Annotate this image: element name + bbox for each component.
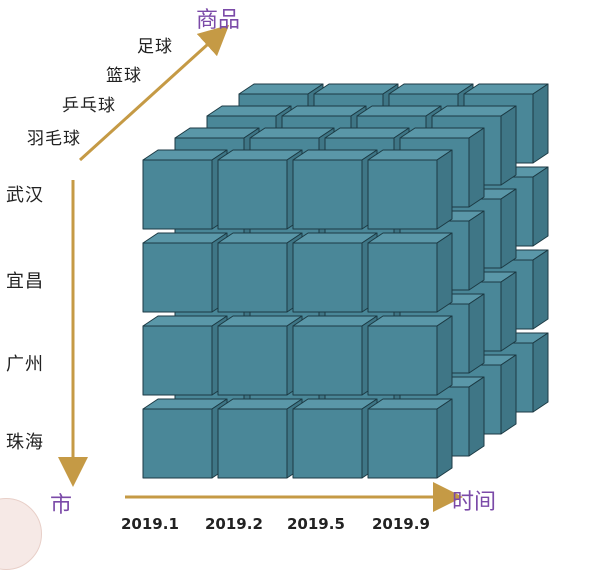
product-label-football: 足球 <box>137 37 173 57</box>
data-cube-diagram <box>58 24 549 512</box>
cube-cell <box>217 149 303 230</box>
cube-side-face <box>468 293 485 374</box>
cube-cell <box>217 398 303 479</box>
cube-side-face <box>500 354 517 435</box>
cube-cell <box>292 149 378 230</box>
cube-front-face <box>292 325 363 396</box>
city-label-zhuhai: 珠海 <box>6 432 44 453</box>
cube-side-face <box>436 398 453 479</box>
cube-front-face <box>142 325 213 396</box>
cube-front-face <box>292 242 363 313</box>
time-axis-title: 时间 <box>452 490 497 515</box>
cube-side-face <box>500 188 517 269</box>
cube-grid <box>142 83 549 479</box>
product-axis-arrow <box>78 24 230 162</box>
cube-front-face <box>217 159 288 230</box>
cube-cell <box>367 149 453 230</box>
cube-front-face <box>367 242 438 313</box>
cube-cell <box>367 232 453 313</box>
cube-front-face <box>367 159 438 230</box>
cube-front-face <box>367 325 438 396</box>
cube-side-face <box>468 210 485 291</box>
cube-cell <box>367 315 453 396</box>
cube-cell <box>292 315 378 396</box>
cube-side-face <box>436 149 453 230</box>
city-label-guangzhou: 广州 <box>6 354 44 375</box>
time-label-2019-9: 2019.9 <box>372 515 430 533</box>
cube-front-face <box>142 242 213 313</box>
cube-side-face <box>532 166 549 247</box>
city-axis-title: 市 <box>50 493 73 518</box>
product-axis-title: 商品 <box>196 8 241 33</box>
time-label-2019-1: 2019.1 <box>121 515 179 533</box>
product-label-basketball: 篮球 <box>106 66 142 86</box>
cube-cell <box>217 315 303 396</box>
cube-side-face <box>436 315 453 396</box>
cube-cell <box>217 232 303 313</box>
cube-front-face <box>142 159 213 230</box>
cube-cell <box>292 232 378 313</box>
cube-cell <box>142 315 228 396</box>
cube-cell <box>142 149 228 230</box>
cube-side-face <box>500 105 517 186</box>
cube-front-face <box>142 408 213 479</box>
cube-front-face <box>367 408 438 479</box>
cube-cell <box>142 232 228 313</box>
cube-side-face <box>436 232 453 313</box>
cube-side-face <box>500 271 517 352</box>
cube-cell <box>292 398 378 479</box>
cube-side-face <box>532 332 549 413</box>
product-label-pingpong: 乒乓球 <box>62 96 116 116</box>
cube-side-face <box>532 83 549 164</box>
cube-side-face <box>468 127 485 208</box>
cube-front-face <box>292 159 363 230</box>
city-label-wuhan: 武汉 <box>6 185 44 206</box>
city-label-yichang: 宜昌 <box>6 271 44 292</box>
cube-front-face <box>217 408 288 479</box>
cube-cell <box>142 398 228 479</box>
cube-front-face <box>217 242 288 313</box>
product-label-badminton: 羽毛球 <box>27 129 81 149</box>
cube-front-face <box>292 408 363 479</box>
time-label-2019-5: 2019.5 <box>287 515 345 533</box>
cube-side-face <box>468 376 485 457</box>
cube-side-face <box>532 249 549 330</box>
cube-front-face <box>217 325 288 396</box>
cube-cell <box>367 398 453 479</box>
time-label-2019-2: 2019.2 <box>205 515 263 533</box>
